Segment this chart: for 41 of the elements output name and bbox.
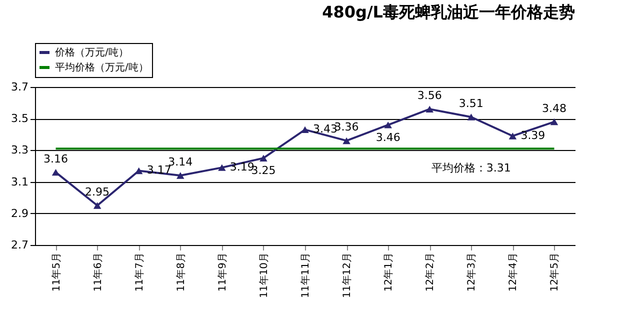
- point: [93, 202, 102, 209]
- x-tick-label: 11年12月: [341, 252, 354, 298]
- x-tick-label: 11年8月: [174, 252, 187, 292]
- point: [384, 122, 392, 128]
- y-tick-label: 2.7: [11, 238, 28, 252]
- point: [550, 118, 558, 126]
- point: [508, 132, 517, 140]
- data-label: 3.51: [458, 97, 484, 110]
- data-label: 3.16: [44, 152, 68, 166]
- x-tick-label: 12年5月: [548, 252, 561, 292]
- x-tick-label: 12年3月: [466, 252, 478, 292]
- x-tick-label: 11年6月: [92, 252, 104, 292]
- point: [176, 172, 184, 179]
- annotation: 平均价格：3.31: [431, 162, 511, 175]
- x-tick-label: 11年10月: [258, 252, 270, 298]
- y-tick-label: 3.3: [11, 144, 28, 157]
- x-tick-label: 11年5月: [50, 252, 62, 292]
- point: [218, 164, 226, 171]
- y-tick-label: 3.5: [11, 112, 28, 126]
- legend-label: 平均价格（万元/吨）: [55, 62, 148, 74]
- x-tick-label: 11年11月: [300, 252, 312, 298]
- point: [467, 114, 476, 120]
- y-tick-label: 3.1: [11, 175, 28, 188]
- data-label: 3.46: [376, 130, 400, 144]
- point: [342, 137, 350, 144]
- x-tick-label: 11年7月: [133, 252, 146, 292]
- x-tick-label: 12年4月: [507, 252, 520, 292]
- x-tick-label: 12年1月: [382, 252, 395, 292]
- chart-title: 480g/L毒死蜱乳油近一年价格走势: [322, 2, 575, 22]
- data-label: 3.48: [542, 102, 566, 115]
- legend-label: 价格（万元/吨）: [54, 46, 128, 58]
- data-label: 3.39: [520, 128, 546, 142]
- point: [260, 154, 268, 162]
- x-tick-label: 12年2月: [424, 252, 436, 292]
- data-label: 3.56: [417, 89, 442, 102]
- data-label: 2.95: [85, 186, 110, 198]
- x-tick-label: 11年9月: [216, 252, 228, 292]
- point: [301, 126, 309, 134]
- y-tick-label: 3.7: [11, 80, 28, 94]
- point: [426, 106, 434, 112]
- y-tick-label: 2.9: [11, 206, 28, 220]
